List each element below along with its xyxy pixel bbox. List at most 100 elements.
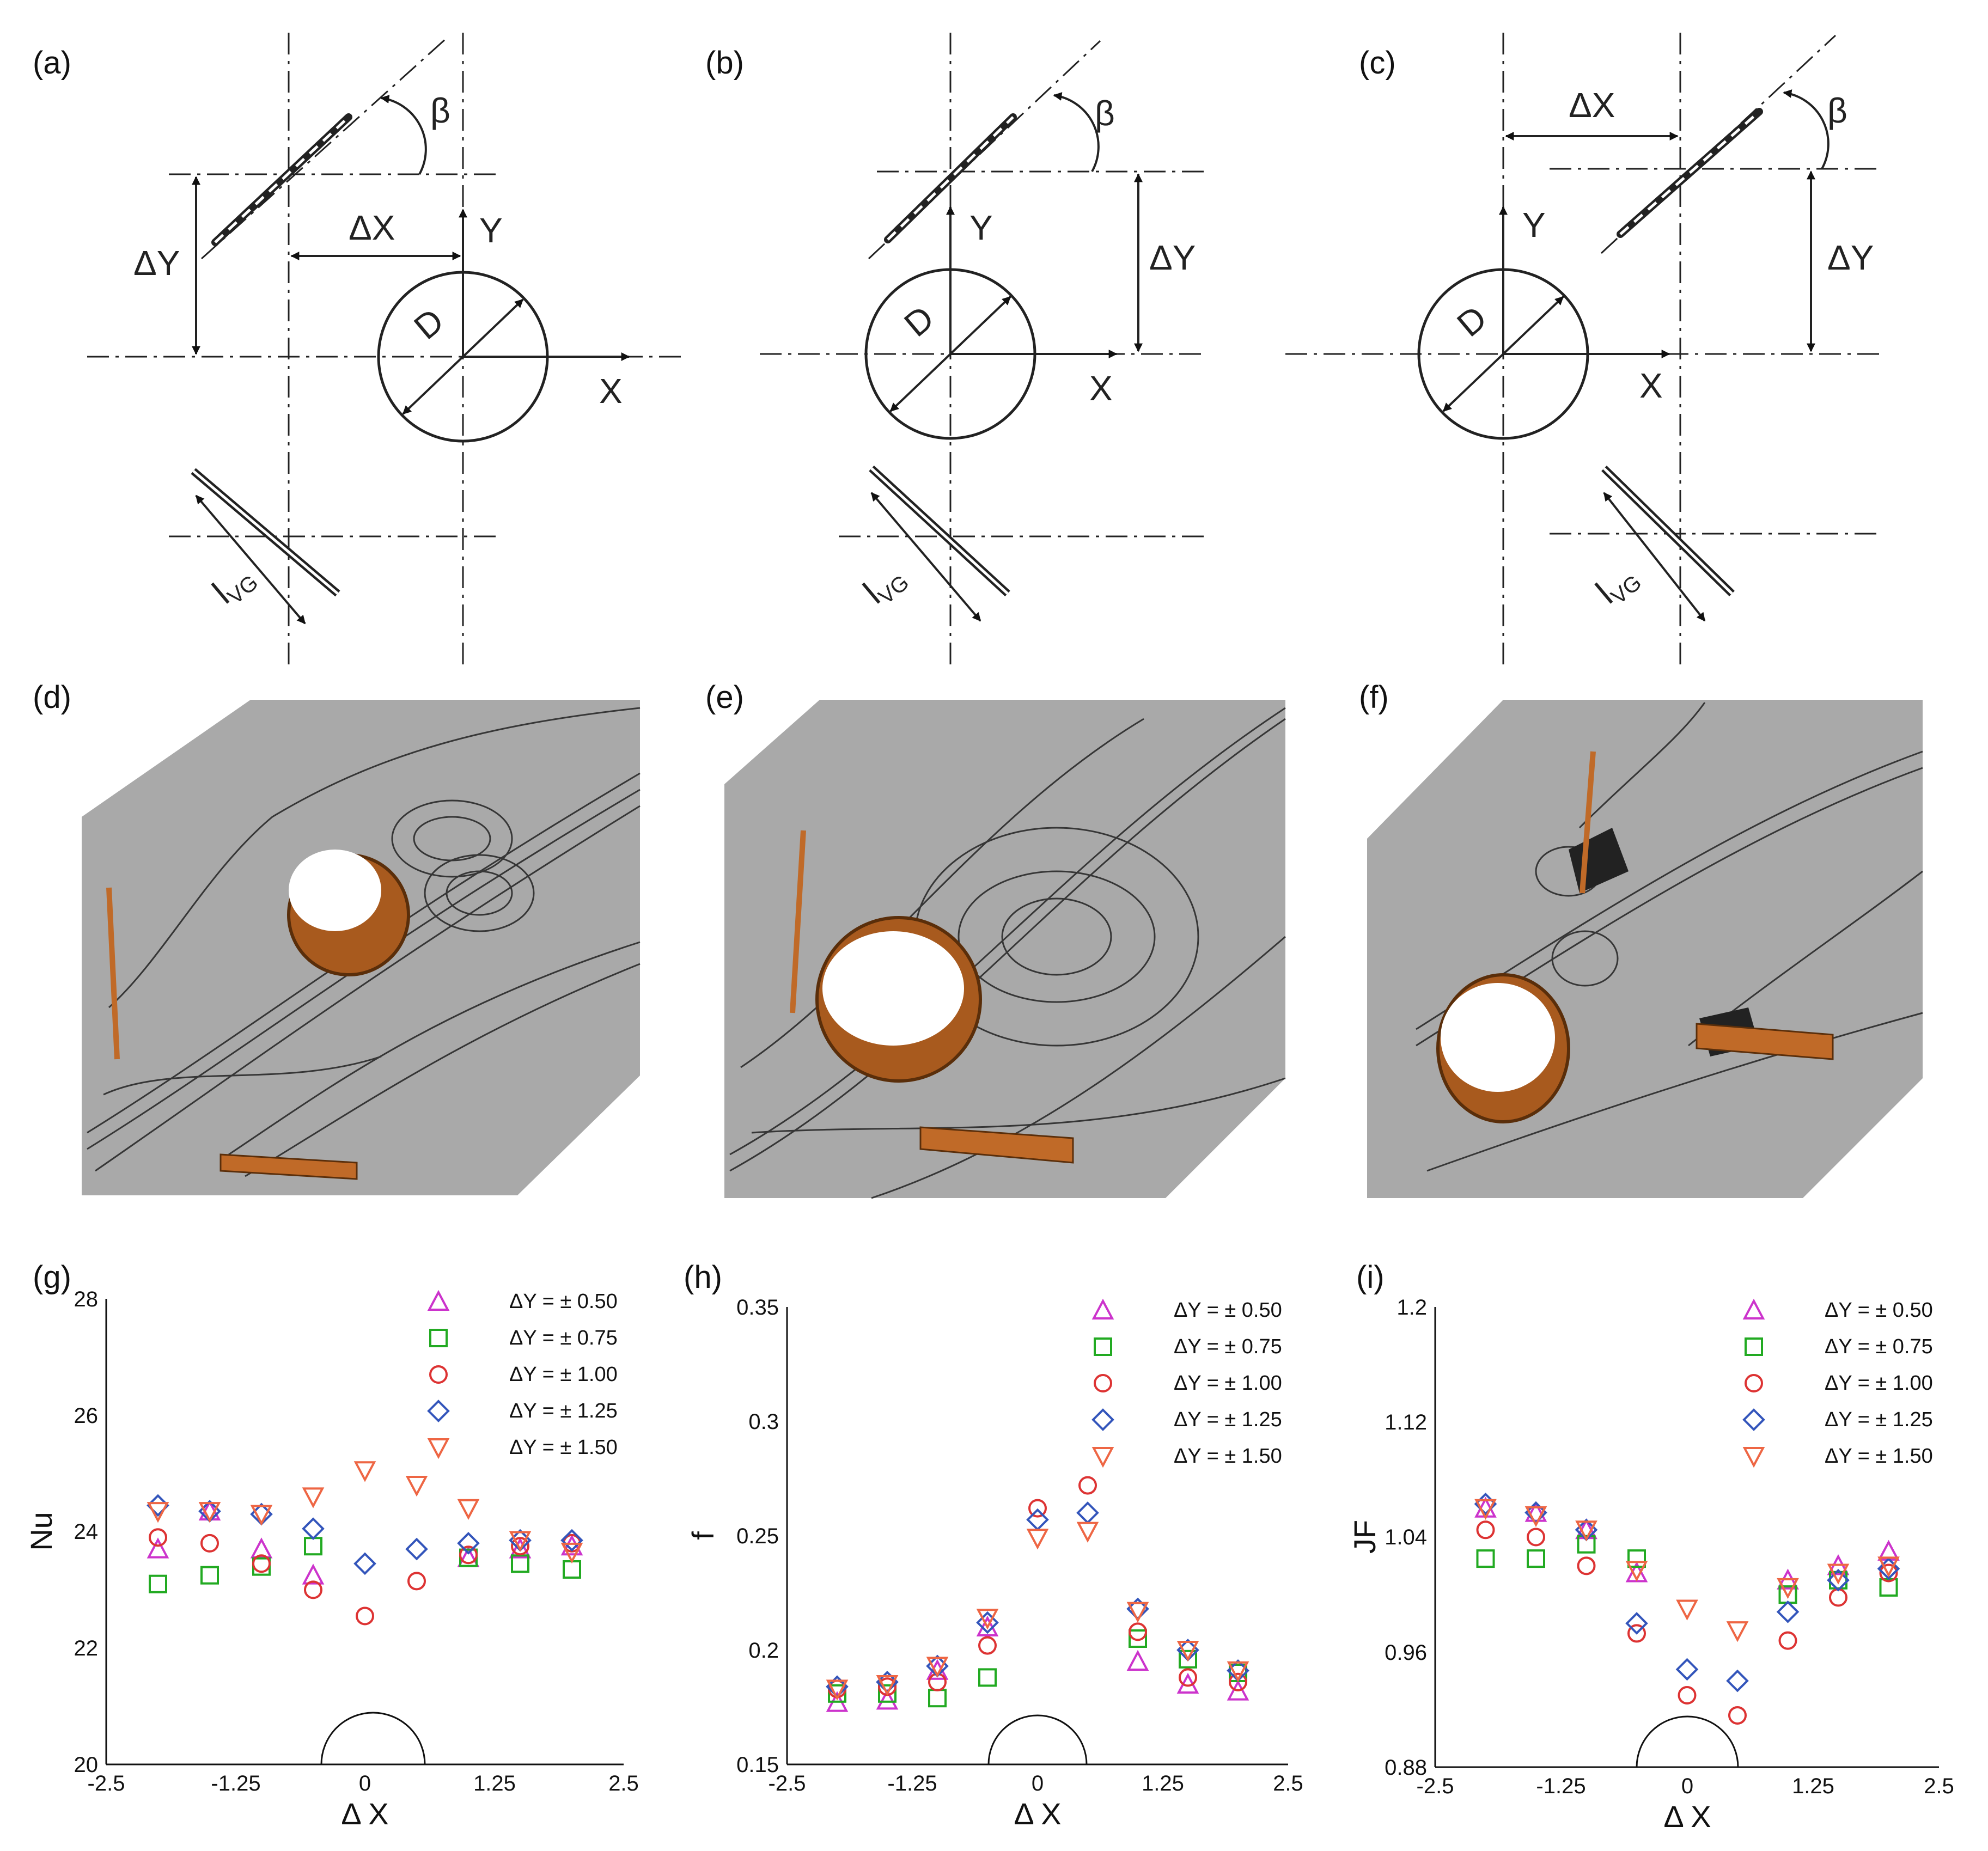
y-tick-label: 0.35 bbox=[736, 1296, 779, 1319]
x-tick-label: 2.5 bbox=[1924, 1774, 1954, 1798]
chart-g: -2.5 -1.25 0 1.25 2.5 20 22 24 26 28 Δ X… bbox=[24, 1287, 639, 1831]
data-point bbox=[457, 1499, 480, 1520]
legend-marker bbox=[1091, 1447, 1114, 1468]
data-point bbox=[976, 1609, 999, 1630]
panel-tag-f: (f) bbox=[1359, 680, 1389, 715]
data-point bbox=[1726, 1669, 1749, 1693]
panel-tag-h: (h) bbox=[684, 1260, 722, 1295]
streamline-panel-e bbox=[724, 700, 1286, 1199]
data-point bbox=[1527, 1528, 1545, 1547]
data-point bbox=[1474, 1499, 1497, 1520]
data-point bbox=[1577, 1556, 1596, 1575]
data-point bbox=[353, 1552, 376, 1575]
data-point bbox=[1575, 1520, 1597, 1542]
legend-label: ΔY = ± 1.00 bbox=[1825, 1372, 1933, 1395]
data-point bbox=[1827, 1563, 1850, 1585]
chart-h: -2.5 -1.25 0 1.25 2.5 0.15 0.2 0.25 0.3 … bbox=[686, 1296, 1303, 1831]
data-point bbox=[1524, 1501, 1547, 1522]
y-tick-label: 0.88 bbox=[1385, 1756, 1427, 1780]
y-axis-title: f bbox=[686, 1531, 720, 1540]
legend-label: ΔY = ± 0.50 bbox=[1174, 1299, 1282, 1322]
legend-label: ΔY = ± 0.75 bbox=[509, 1327, 618, 1349]
data-point bbox=[405, 1537, 428, 1561]
dx-label-a: ΔX bbox=[349, 208, 395, 247]
data-point bbox=[1476, 1549, 1495, 1568]
panel-tag-d: (d) bbox=[33, 680, 71, 715]
data-point bbox=[1179, 1650, 1197, 1669]
data-point bbox=[1076, 1501, 1099, 1524]
legend-marker bbox=[429, 1329, 448, 1347]
legend-label: ΔY = ± 0.75 bbox=[1174, 1335, 1282, 1358]
y-tick-label: 20 bbox=[74, 1753, 99, 1777]
data-point bbox=[878, 1684, 897, 1703]
data-point bbox=[509, 1531, 532, 1552]
panel-tag-b: (b) bbox=[705, 45, 744, 81]
diagram-c bbox=[1285, 33, 1879, 670]
y-tick-label: 0.3 bbox=[748, 1410, 779, 1434]
data-point bbox=[1028, 1499, 1047, 1518]
dy-label-a: ΔY bbox=[133, 243, 180, 283]
legend-marker bbox=[427, 1438, 450, 1459]
data-point bbox=[1524, 1501, 1547, 1524]
y-tick-label: 0.25 bbox=[736, 1524, 779, 1548]
data-point bbox=[302, 1487, 325, 1508]
data-point bbox=[1476, 1520, 1495, 1540]
data-point bbox=[250, 1537, 273, 1559]
lvg-label-b: lVG bbox=[856, 556, 913, 614]
x-axis-label-c: X bbox=[1639, 366, 1663, 405]
legend-label: ΔY = ± 0.50 bbox=[1825, 1299, 1933, 1322]
x-axis-label-a: X bbox=[599, 371, 623, 411]
data-point bbox=[1776, 1600, 1800, 1623]
diagram-b bbox=[760, 33, 1204, 670]
y-tick-label: 1.04 bbox=[1385, 1525, 1427, 1549]
data-point bbox=[1625, 1561, 1648, 1582]
legend-label: ΔY = ± 1.50 bbox=[1825, 1445, 1933, 1468]
streamline-panel-f bbox=[1367, 700, 1923, 1198]
x-tick-label: 0 bbox=[1681, 1774, 1693, 1798]
data-point bbox=[302, 1563, 325, 1585]
data-point bbox=[876, 1675, 899, 1696]
legend-label: ΔY = ± 0.50 bbox=[509, 1290, 618, 1313]
data-point bbox=[1577, 1535, 1596, 1554]
y-tick-label: 22 bbox=[74, 1636, 99, 1660]
chart-i: -2.5 -1.25 0 1.25 2.5 0.88 0.96 1.04 1.1… bbox=[1347, 1296, 1954, 1834]
data-point bbox=[250, 1502, 273, 1526]
data-point bbox=[1676, 1599, 1698, 1621]
dx-label-c: ΔX bbox=[1569, 85, 1615, 125]
data-point bbox=[560, 1542, 583, 1564]
streamline-panel-d bbox=[82, 700, 641, 1195]
legend-marker bbox=[1745, 1374, 1763, 1392]
x-tick-label: 2.5 bbox=[1273, 1771, 1303, 1795]
data-point bbox=[459, 1545, 478, 1565]
data-point bbox=[149, 1528, 167, 1547]
y-tick-label: 0.15 bbox=[736, 1753, 779, 1777]
panel-tag-g: (g) bbox=[33, 1260, 71, 1295]
data-point bbox=[926, 1657, 949, 1678]
legend-label: ΔY = ± 0.75 bbox=[1825, 1335, 1933, 1358]
data-point bbox=[1877, 1556, 1900, 1578]
d-label-c: D bbox=[1449, 298, 1494, 344]
data-point bbox=[250, 1505, 273, 1526]
data-point bbox=[200, 1534, 219, 1553]
data-point bbox=[1078, 1476, 1097, 1495]
beta-label-c: β bbox=[1827, 91, 1847, 130]
y-tick-label: 24 bbox=[74, 1520, 99, 1544]
data-point bbox=[826, 1679, 849, 1701]
data-point bbox=[978, 1636, 997, 1655]
x-tick-label: 1.25 bbox=[1792, 1774, 1834, 1798]
data-point bbox=[1726, 1621, 1749, 1642]
legend-marker bbox=[429, 1365, 448, 1384]
legend-label: ΔY = ± 1.50 bbox=[1174, 1445, 1282, 1468]
data-point bbox=[1627, 1624, 1646, 1643]
d-label-a: D bbox=[406, 301, 451, 347]
cylinder-semicircle bbox=[320, 1712, 426, 1765]
data-point bbox=[978, 1668, 997, 1687]
data-point bbox=[1829, 1588, 1847, 1607]
y-tick-label: 1.12 bbox=[1385, 1410, 1427, 1434]
x-axis-label-b: X bbox=[1089, 369, 1113, 408]
x-tick-label: -1.25 bbox=[887, 1771, 937, 1795]
panel-tag-a: (a) bbox=[33, 45, 71, 81]
legend-marker bbox=[1742, 1298, 1765, 1319]
beta-label-b: β bbox=[1095, 94, 1115, 133]
